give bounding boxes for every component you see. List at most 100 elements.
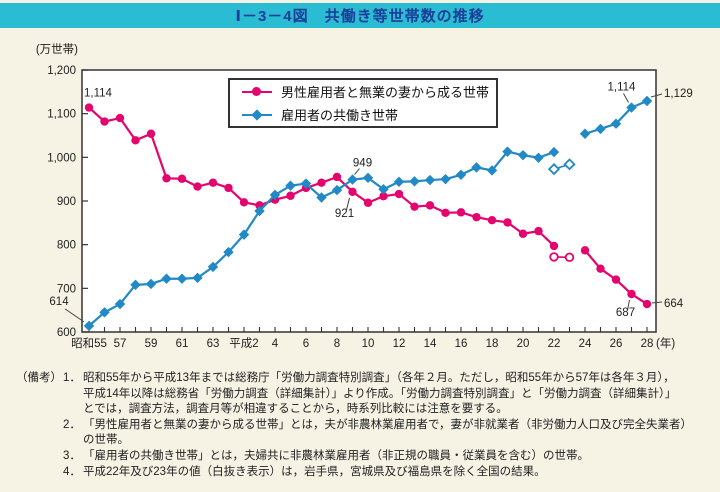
data-point-pink	[317, 178, 326, 187]
pink-circle-marker-icon	[242, 86, 272, 97]
data-point-pink	[100, 117, 109, 126]
page-title: Ⅰ－3－4図 共働き等世帯数の推移	[235, 8, 485, 25]
x-tick-label: 57	[114, 338, 127, 350]
data-point-pink	[239, 198, 249, 207]
data-point-blue	[269, 189, 281, 201]
data-point-blue	[316, 192, 327, 203]
data-point-pink	[518, 229, 528, 238]
note-line: 平成14年以降は総務省「労働力調査（詳細集計）」より作成。「労働力調査特別調査」…	[83, 387, 677, 400]
data-point-pink	[379, 191, 388, 201]
x-tick-label: 63	[207, 338, 220, 350]
data-point-blue	[114, 298, 126, 310]
data-point-blue	[347, 174, 358, 185]
data-point-blue	[207, 261, 219, 273]
data-point-blue	[409, 176, 420, 187]
note-line: 2． 「男性雇用者と無業の妻から成る世帯」とは，夫が非農林業雇用者で，妻が非就業者…	[63, 418, 693, 431]
blue-diamond-marker-icon	[242, 108, 272, 121]
data-point-pink	[394, 189, 404, 199]
x-tick-label: 26	[610, 338, 623, 350]
annotation-leader-line	[623, 93, 629, 103]
data-point-blue	[238, 229, 250, 240]
data-point-pink	[131, 136, 140, 145]
data-point-pink	[534, 226, 543, 236]
y-axis: (万世帯) 1,200 1,100 1,000 900 800 700 600	[36, 43, 88, 339]
x-tick-label: 平成2	[229, 337, 258, 350]
footnotes: （備考） 1． 昭和55年から平成13年までは総務庁「労働力調査特別調査」（各年２月…	[16, 371, 712, 480]
x-tick-label: 昭和55	[71, 337, 107, 350]
annotations: 1,114 614 949 921 1,114 1,129 687 664	[49, 82, 693, 323]
data-point-blue	[223, 246, 234, 258]
annotation-leader-line	[650, 93, 663, 98]
data-point-blue	[362, 172, 374, 184]
data-point-blue	[254, 205, 265, 217]
annotation-leader-line	[354, 168, 360, 175]
data-point-blue	[176, 273, 188, 284]
x-tick-label: 12	[393, 338, 406, 350]
data-point-pink	[348, 187, 357, 197]
x-axis-unit-label: (年)	[656, 336, 675, 350]
data-point-pink	[84, 103, 94, 112]
data-point-blue	[626, 102, 637, 113]
data-point-pink	[580, 246, 590, 255]
data-point-pink	[596, 264, 605, 273]
data-point-blue	[161, 273, 172, 284]
data-point-pink	[146, 129, 156, 138]
x-axis: 昭和55 57 59 61 63 平成2 4 6 8 10 12 14 16 18 20 22 24 26 28 (年…	[71, 327, 675, 350]
annotation-label: 664	[664, 298, 684, 310]
data-point-blue	[145, 278, 157, 290]
annotation-label: 921	[335, 208, 354, 220]
data-point-blue	[579, 128, 591, 139]
data-point-pink	[642, 299, 652, 309]
open-data-point-pink	[549, 252, 559, 262]
legend-item-dual-income: 雇用者の共働き世帯	[242, 105, 496, 124]
data-point-pink	[549, 241, 559, 251]
x-tick-label: 22	[548, 338, 561, 350]
open-data-point-blue	[563, 158, 576, 171]
data-point-pink	[503, 218, 512, 227]
note-line: の世帯。	[83, 434, 129, 447]
data-point-pink	[177, 174, 187, 183]
data-point-pink	[224, 183, 233, 193]
y-tick-label: 1,100	[47, 109, 76, 121]
note-line: 3． 「雇用者の共働き世帯」とは，夫婦共に非農林業雇用者（非正規の職員・従業員を含…	[63, 449, 589, 462]
data-point-pink	[410, 202, 419, 211]
note-line: （備考） 1． 昭和55年から平成13年までは総務庁「労働力調査特別調査」（各年２月…	[16, 372, 675, 384]
x-tick-label: 28	[641, 338, 654, 350]
annotation-label: 687	[616, 307, 635, 319]
open-markers-blue	[547, 158, 576, 176]
data-point-pink	[472, 212, 481, 222]
y-tick-label: 700	[57, 283, 76, 295]
open-markers-pink	[549, 252, 575, 263]
figure-title-bar: Ⅰ－3－4図 共働き等世帯数の推移	[0, 3, 720, 28]
y-tick-label: 1,000	[47, 152, 76, 164]
y-tick-label: 1,200	[47, 65, 76, 77]
data-point-blue	[424, 174, 436, 186]
data-point-pink	[441, 208, 450, 217]
data-point-blue	[285, 180, 296, 191]
x-tick-label: 16	[455, 338, 468, 350]
x-tick-label: 14	[424, 338, 437, 350]
open-data-point-pink	[564, 252, 575, 263]
x-tick-label: 59	[145, 338, 158, 350]
annotation-label: 1,114	[608, 82, 637, 94]
data-point-pink	[115, 113, 125, 123]
y-tick-label: 800	[57, 240, 76, 252]
data-point-blue	[378, 184, 389, 195]
x-tick-label: 4	[272, 338, 279, 350]
data-point-pink	[456, 208, 466, 217]
data-point-pink	[425, 201, 435, 210]
chart-legend: 男性雇用者と無業の妻から成る世帯 雇用者の共働き世帯	[228, 78, 498, 128]
x-tick-label: 18	[486, 338, 499, 350]
data-point-pink	[627, 289, 636, 299]
data-point-blue	[548, 146, 560, 158]
data-point-blue	[533, 152, 544, 163]
data-point-blue	[455, 169, 467, 180]
data-point-pink	[332, 172, 342, 182]
note-line: とでは，調査方法，調査月等が相違することから，時系列比較には注意を要する。	[83, 403, 508, 416]
data-point-blue	[610, 118, 622, 129]
data-point-pink	[193, 182, 202, 191]
series-blue	[83, 95, 653, 332]
data-point-pink	[363, 198, 373, 207]
data-point-pink	[208, 178, 218, 187]
